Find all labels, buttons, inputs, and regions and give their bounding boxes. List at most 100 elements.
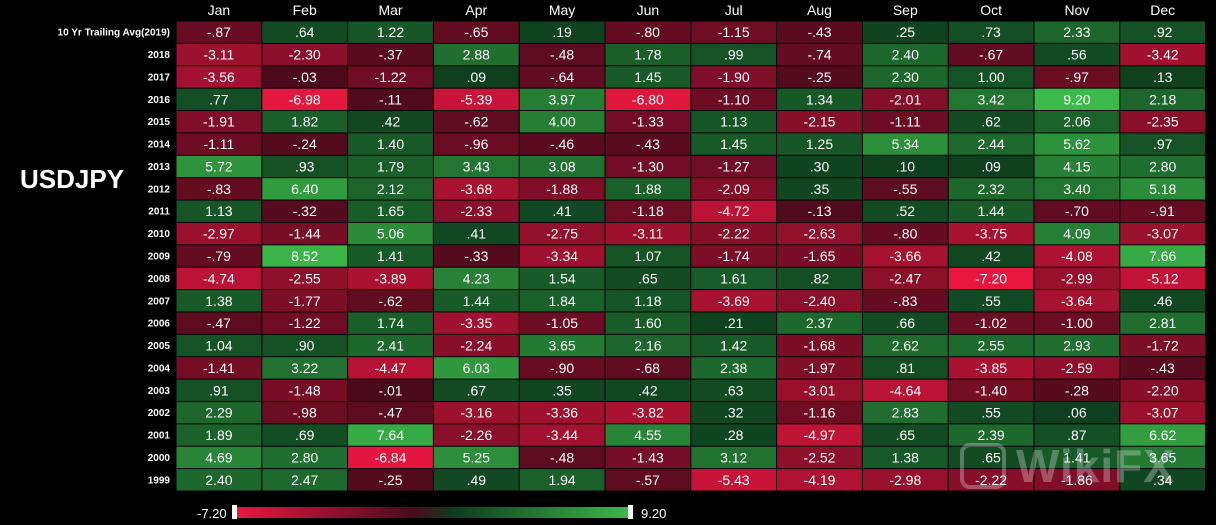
heatmap-cell	[262, 401, 348, 424]
cell-value-label: 2.37	[806, 315, 833, 331]
heatmap-cell	[862, 267, 948, 290]
cell-value-label: 1.65	[377, 203, 404, 219]
heatmap-cell	[777, 469, 862, 491]
heatmap-cell	[777, 200, 862, 222]
cell-value-label: .13	[1153, 69, 1173, 85]
heatmap-cell	[262, 424, 348, 446]
heatmap-cell	[176, 111, 262, 133]
cell-value-label: -.24	[293, 136, 317, 152]
heatmap-cell	[348, 424, 433, 446]
cell-value-label: 5.34	[892, 136, 919, 152]
heatmap-cell	[262, 312, 348, 334]
heatmap-cell	[262, 155, 348, 178]
cell-value-label: .90	[295, 338, 315, 354]
cell-value-label: -4.19	[804, 472, 836, 488]
heatmap-cell	[433, 178, 519, 200]
heatmap-cell	[433, 424, 519, 446]
heatmap-cell	[348, 245, 433, 267]
heatmap-cell	[691, 446, 777, 469]
heatmap-cell	[691, 222, 777, 245]
row-label: 2010	[148, 229, 171, 240]
heatmap-cell	[519, 133, 605, 155]
cell-value-label: 2.55	[977, 338, 1004, 354]
heatmap-cell	[519, 357, 605, 379]
heatmap-cell	[348, 200, 433, 222]
cell-value-label: -.37	[378, 47, 402, 63]
heatmap-cell	[433, 357, 519, 379]
heatmap-cell	[262, 66, 348, 88]
heatmap-cell	[862, 222, 948, 245]
cell-value-label: 2.32	[977, 181, 1004, 197]
heatmap-cell	[519, 66, 605, 88]
cell-value-label: 1.88	[634, 181, 661, 197]
cell-value-label: -1.18	[632, 203, 664, 219]
cell-value-label: 1.38	[892, 449, 919, 465]
cell-value-label: -5.12	[1147, 270, 1179, 286]
wikifx-logo-icon	[960, 443, 1006, 489]
cell-value-label: 2.40	[892, 47, 919, 63]
cell-value-label: -2.30	[289, 47, 321, 63]
heatmap-cell	[1120, 379, 1206, 401]
legend-max-handle[interactable]	[628, 505, 633, 519]
heatmap-cell	[519, 401, 605, 424]
cell-value-label: -1.22	[375, 69, 407, 85]
cell-value-label: -7.20	[975, 270, 1007, 286]
heatmap-cell	[862, 133, 948, 155]
heatmap-cell	[862, 178, 948, 200]
cell-value-label: -1.91	[203, 114, 235, 130]
heatmap-cell	[1034, 379, 1120, 401]
cell-value-label: -3.07	[1147, 405, 1179, 421]
cell-value-label: .65	[981, 449, 1001, 465]
heatmap-cell	[348, 469, 433, 491]
cell-value-label: 2.44	[977, 136, 1004, 152]
heatmap-cell	[1034, 267, 1120, 290]
heatmap-cell	[348, 43, 433, 66]
heatmap-cell	[948, 312, 1034, 334]
cell-value-label: -2.26	[460, 427, 492, 443]
cell-value-label: -3.69	[718, 293, 750, 309]
cell-value-label: 2.33	[1063, 24, 1090, 40]
cell-value-label: -2.22	[718, 226, 750, 242]
legend-min-handle[interactable]	[232, 505, 237, 519]
cell-value-label: -.80	[893, 226, 917, 242]
cell-value-label: -2.52	[804, 449, 836, 465]
cell-value-label: 4.00	[548, 114, 575, 130]
heatmap-cell	[433, 245, 519, 267]
heatmap-cell	[519, 178, 605, 200]
cell-value-label: .42	[981, 248, 1001, 264]
cell-value-label: -.65	[464, 24, 488, 40]
cell-value-label: 2.39	[977, 427, 1004, 443]
cell-value-label: -1.40	[975, 382, 1007, 398]
cell-value-label: .63	[724, 382, 744, 398]
heatmap-cell	[1120, 245, 1206, 267]
cell-value-label: 1.78	[634, 47, 661, 63]
cell-value-label: .73	[981, 24, 1001, 40]
heatmap-cell	[862, 245, 948, 267]
row-label: 2017	[148, 72, 171, 83]
heatmap-cell	[777, 178, 862, 200]
cell-value-label: 1.38	[205, 293, 232, 309]
heatmap-cell	[1120, 267, 1206, 290]
heatmap-cell	[519, 379, 605, 401]
heatmap-cell	[1034, 446, 1120, 469]
cell-value-label: -2.24	[460, 338, 492, 354]
heatmap-cell	[948, 200, 1034, 222]
cell-value-label: .52	[896, 203, 916, 219]
cell-value-label: 6.62	[1149, 427, 1176, 443]
cell-value-label: -2.15	[804, 114, 836, 130]
row-label: 2005	[148, 341, 171, 352]
row-label: 2007	[148, 296, 171, 307]
cell-value-label: -6.80	[632, 91, 664, 107]
heatmap-cell	[348, 267, 433, 290]
cell-value-label: -2.20	[1147, 382, 1179, 398]
heatmap-cell	[1034, 178, 1120, 200]
heatmap-cell	[1034, 469, 1120, 491]
cell-value-label: 2.29	[205, 405, 232, 421]
heatmap-cell	[691, 469, 777, 491]
cell-value-label: 1.54	[548, 270, 575, 286]
heatmap-cell	[176, 200, 262, 222]
heatmap-cell	[176, 401, 262, 424]
heatmap-cell	[948, 43, 1034, 66]
heatmap-cell	[1120, 43, 1206, 66]
cell-value-label: .30	[810, 158, 830, 174]
